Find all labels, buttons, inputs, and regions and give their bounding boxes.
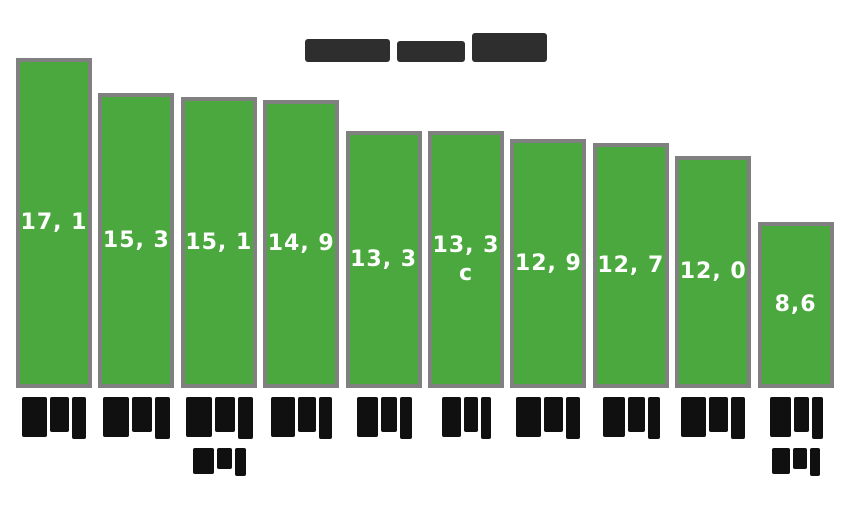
- x-tick-label: [174, 397, 264, 485]
- x-tick-glyph-chunk: [681, 397, 706, 437]
- x-tick-glyph-chunk: [22, 397, 47, 437]
- x-tick-glyph-line: [192, 448, 246, 476]
- x-tick-glyph-chunk: [185, 397, 212, 437]
- bar-value-label: 13, 3 c: [432, 232, 500, 286]
- x-tick-glyph-line: [602, 397, 660, 439]
- x-tick-glyph-chunk: [131, 397, 152, 432]
- x-tick-glyph-chunk: [297, 397, 316, 432]
- x-tick-glyph-line: [769, 397, 823, 439]
- x-tick-glyph-chunk: [72, 397, 86, 439]
- x-tick-label: [11, 397, 97, 448]
- x-tick-glyph-chunk: [192, 448, 214, 474]
- bar: 15, 3: [98, 93, 175, 388]
- x-tick-glyph-chunk: [627, 397, 645, 432]
- bar-value-label: 14, 9: [267, 231, 335, 256]
- bar-value-label: 13, 3: [350, 246, 418, 272]
- bar-value-label: 15, 1: [185, 229, 253, 255]
- x-tick-glyph-line: [681, 397, 745, 439]
- x-tick-glyph-chunk: [270, 397, 295, 437]
- bar-value-label: 12, 0: [679, 259, 747, 284]
- x-tick-glyph-chunk: [234, 448, 246, 476]
- x-tick-label: [345, 397, 423, 448]
- x-tick-glyph-chunk: [463, 397, 478, 432]
- bar-value-label: 8,6: [774, 292, 817, 317]
- bar-value-label: 17, 1: [20, 210, 88, 235]
- chart-title-glyph-cluster: [472, 33, 547, 62]
- bar: 13, 3: [345, 131, 422, 388]
- chart-title: [0, 32, 852, 62]
- x-tick-glyph-line: [270, 397, 332, 439]
- x-tick-glyph-chunk: [214, 397, 235, 432]
- x-tick-glyph-chunk: [380, 397, 397, 432]
- x-tick-label: [430, 397, 502, 448]
- x-tick-glyph-chunk: [318, 397, 332, 439]
- bar-value-label: 15, 3: [102, 227, 170, 253]
- bar: 12, 7: [592, 143, 669, 388]
- x-tick-glyph-chunk: [647, 397, 660, 439]
- x-tick-glyph-line: [772, 448, 820, 476]
- x-tick-label: [91, 397, 181, 448]
- x-tick-glyph-chunk: [102, 397, 129, 437]
- x-tick-glyph-line: [516, 397, 580, 439]
- x-tick-glyph-chunk: [602, 397, 625, 437]
- x-tick-label: [259, 397, 343, 448]
- x-tick-label: [670, 397, 756, 448]
- x-tick-glyph-chunk: [399, 397, 412, 439]
- bar: 12, 0: [675, 156, 752, 388]
- x-tick-glyph-chunk: [544, 397, 563, 432]
- x-tick-glyph-chunk: [480, 397, 491, 439]
- chart-title-glyph-cluster: [305, 39, 390, 62]
- bar-value-label: 12, 7: [597, 252, 665, 278]
- chart-title-glyph-cluster: [397, 41, 465, 62]
- x-tick-glyph-chunk: [237, 397, 253, 439]
- x-tick-glyph-line: [22, 397, 86, 439]
- bar-value-label: 12, 9: [514, 250, 582, 276]
- x-tick-glyph-chunk: [566, 397, 580, 439]
- x-tick-glyph-chunk: [811, 397, 823, 439]
- x-tick-label: [505, 397, 591, 448]
- x-tick-glyph-chunk: [154, 397, 170, 439]
- x-tick-glyph-line: [102, 397, 170, 439]
- x-tick-glyph-chunk: [441, 397, 461, 437]
- x-tick-glyph-chunk: [793, 397, 809, 432]
- x-tick-glyph-line: [185, 397, 253, 439]
- x-tick-glyph-chunk: [50, 397, 69, 432]
- x-tick-glyph-chunk: [793, 448, 807, 469]
- x-tick-label: [758, 397, 834, 485]
- x-tick-glyph-chunk: [709, 397, 728, 432]
- bar: 14, 9: [263, 100, 340, 388]
- bar: 12, 9: [510, 139, 587, 388]
- bar: 13, 3 c: [428, 131, 504, 388]
- x-tick-glyph-chunk: [810, 448, 820, 476]
- bar: 17, 1: [16, 58, 92, 388]
- x-tick-glyph-chunk: [516, 397, 541, 437]
- x-tick-glyph-chunk: [356, 397, 378, 437]
- x-tick-glyph-chunk: [769, 397, 791, 437]
- x-tick-glyph-line: [356, 397, 412, 439]
- x-tick-label: [591, 397, 671, 448]
- x-tick-glyph-chunk: [731, 397, 745, 439]
- bar: 15, 1: [180, 97, 257, 388]
- x-tick-glyph-chunk: [216, 448, 232, 469]
- x-tick-glyph-line: [441, 397, 491, 439]
- x-tick-glyph-chunk: [772, 448, 790, 474]
- bar: 8,6: [757, 222, 834, 388]
